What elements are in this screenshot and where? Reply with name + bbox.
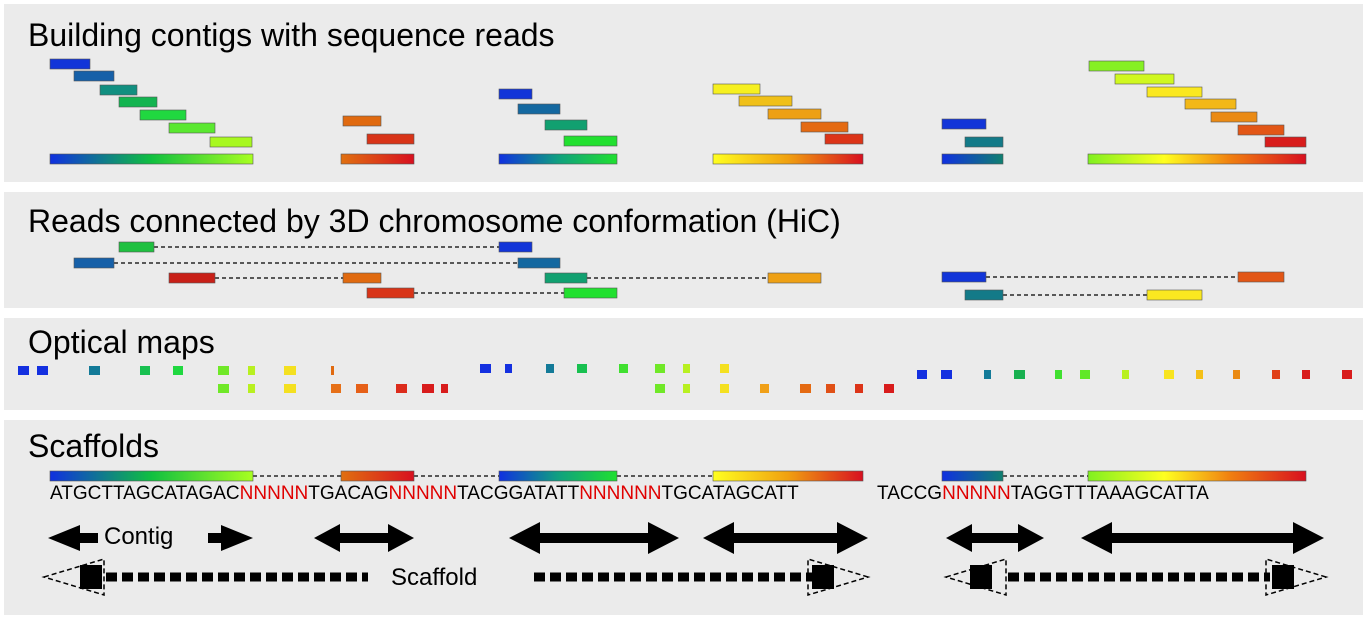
gap-n-segment: NNNNN <box>239 483 309 504</box>
contig-bar <box>340 153 415 165</box>
read-bar <box>1114 73 1175 85</box>
seq-segment: TGCATAGCATT <box>661 483 799 504</box>
read-bar <box>1237 124 1285 136</box>
read-bar <box>73 257 115 269</box>
arrow-right-icon <box>1265 557 1329 597</box>
read-bar <box>1184 98 1237 110</box>
seq-segment: ATGCTTAGCATAGAC <box>50 483 240 504</box>
contig-bar <box>941 470 1004 482</box>
double-arrow-icon <box>314 524 414 552</box>
contig-bar <box>1087 153 1307 165</box>
seq-segment: TACGGATATT <box>457 483 580 504</box>
read-bar <box>517 257 561 269</box>
read-bar <box>563 287 618 299</box>
read-bar <box>73 70 115 82</box>
hic-links <box>114 246 1238 296</box>
scaffold-sequence: ATGCTTAGCATAGACNNNNNTGACAGNNNNNTACGGATAT… <box>50 484 799 503</box>
arrow-right-icon <box>208 525 253 551</box>
double-arrow-icon <box>946 524 1044 552</box>
seq-segment: TAGGTTTAAAGCATTA <box>1010 483 1209 504</box>
contig-bar <box>498 153 618 165</box>
scaffold-sequence: TACCGNNNNNTAGGTTTAAAGCATTA <box>877 484 1209 503</box>
contig-bar <box>49 470 254 482</box>
read-bar <box>1146 86 1203 98</box>
scaffold-label: Scaffold <box>387 566 482 590</box>
contigs-panel: Building contigs with sequence reads <box>4 4 1363 182</box>
double-arrow-icon <box>509 522 679 554</box>
hic-panel: Reads connected by 3D chromosome conform… <box>4 192 1363 308</box>
read-bar <box>342 115 382 127</box>
read-bar <box>1146 289 1203 301</box>
contig-label: Contig <box>100 525 178 549</box>
double-arrow-icon <box>1081 522 1324 554</box>
read-bar <box>366 287 415 299</box>
scaffolds-panel-title: Scaffolds <box>28 428 160 464</box>
read-bar <box>139 109 187 121</box>
gap-n-segment: NNNNNN <box>579 483 662 504</box>
read-bar <box>118 96 158 108</box>
read-bar <box>964 289 1004 301</box>
read-bar <box>941 271 987 283</box>
read-bar <box>168 122 216 134</box>
contig-bar <box>712 470 864 482</box>
gap-n-segment: NNNNN <box>942 483 1011 504</box>
arrow-left-icon <box>48 525 98 551</box>
hic-reads <box>73 241 1285 301</box>
seq-segment: TACCG <box>877 483 943 504</box>
read-bar <box>342 272 382 284</box>
read-bar <box>738 95 793 107</box>
double-arrow-icon <box>703 522 868 554</box>
read-bar <box>1237 271 1285 283</box>
contig-bar <box>498 470 618 482</box>
arrow-right-icon <box>807 557 871 597</box>
read-bar <box>712 83 761 95</box>
contig-bar <box>49 153 254 165</box>
read-bar <box>168 272 216 284</box>
read-bar <box>49 58 91 70</box>
read-bar <box>964 136 1004 148</box>
read-bar <box>563 135 618 147</box>
seq-segment: TGACAG <box>308 483 389 504</box>
arrow-left-icon <box>41 557 105 597</box>
read-bar <box>498 88 533 100</box>
optical-marks <box>18 364 1352 393</box>
hic-panel-title: Reads connected by 3D chromosome conform… <box>28 203 841 239</box>
contig-bar <box>340 470 415 482</box>
read-bar <box>118 241 155 253</box>
contig-bar <box>712 153 864 165</box>
read-bar <box>517 103 561 115</box>
read-bar <box>99 84 138 96</box>
read-bar <box>366 133 415 145</box>
read-bar <box>1264 136 1307 148</box>
read-bar <box>767 272 822 284</box>
contig-reads <box>49 58 1307 165</box>
gap-n-segment: NNNNN <box>388 483 458 504</box>
read-bar <box>1210 111 1258 123</box>
contig-arrows <box>48 522 1324 554</box>
read-bar <box>1088 60 1145 72</box>
read-bar <box>498 241 533 253</box>
read-bar <box>544 272 588 284</box>
contig-bar <box>1087 470 1307 482</box>
read-bar <box>824 133 864 145</box>
read-bar <box>800 121 849 133</box>
optical-maps-panel-title: Optical maps <box>28 324 215 360</box>
read-bar <box>941 118 987 130</box>
scaffolds-panel: Scaffolds <box>4 420 1363 615</box>
contig-bar <box>941 153 1004 165</box>
scaffold-contigs <box>49 470 1307 482</box>
scaffold-arrows <box>41 557 1329 597</box>
contigs-panel-title: Building contigs with sequence reads <box>28 17 555 53</box>
read-bar <box>544 119 588 131</box>
read-bar <box>767 108 822 120</box>
read-bar <box>209 136 253 148</box>
